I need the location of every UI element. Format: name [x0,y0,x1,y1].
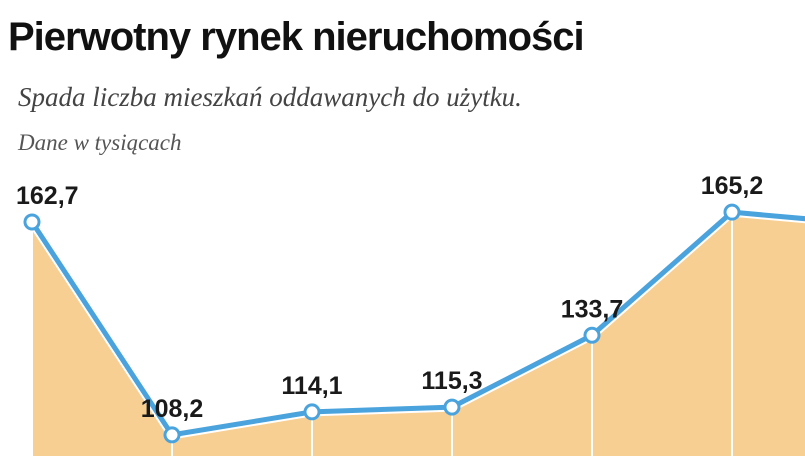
point [443,398,461,416]
value-label: 165,2 [701,172,764,200]
chart-title: Pierwotny rynek nieruchomości [8,15,584,59]
value-label: 115,3 [421,367,482,395]
point [163,426,181,444]
point [303,403,321,421]
point [583,326,601,344]
value-label: 162,7 [16,182,79,210]
chart-subtitle: Spada liczba mieszkań oddawanych do użyt… [18,82,522,112]
area [32,212,805,456]
value-label: 133,7 [561,295,624,323]
point [23,213,41,231]
value-label: 114,1 [281,372,342,400]
value-label: 108,2 [141,395,204,423]
unit-note: Dane w tysiącach [17,130,182,155]
point [723,203,741,221]
